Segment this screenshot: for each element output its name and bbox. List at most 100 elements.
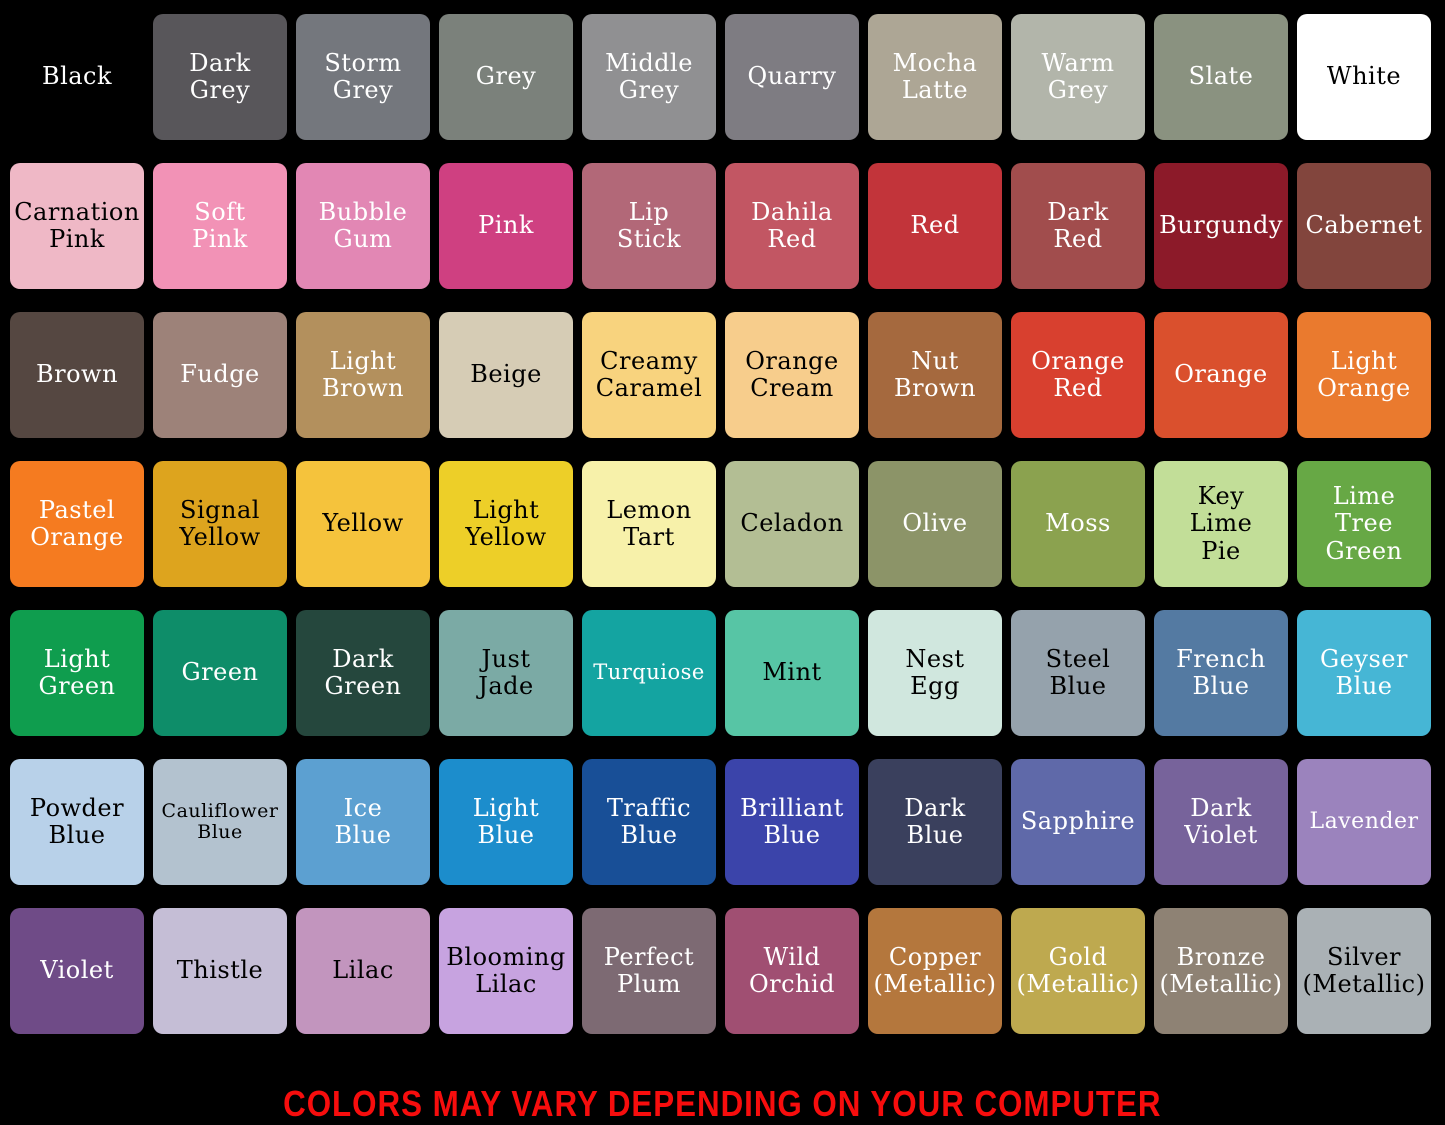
- swatch-label: Bubble Gum: [318, 197, 408, 253]
- color-swatch-moss: Moss: [1011, 461, 1145, 587]
- color-swatch-traffic-blue: Traffic Blue: [582, 759, 716, 885]
- swatch-label: Dark Blue: [904, 793, 966, 849]
- color-swatch-cabernet: Cabernet: [1297, 163, 1431, 289]
- footer-disclaimer: COLORS MAY VARY DEPENDING ON YOUR COMPUT…: [283, 1083, 1162, 1124]
- color-swatch-dark-green: Dark Green: [296, 610, 430, 736]
- color-swatch-warm-grey: Warm Grey: [1011, 14, 1145, 140]
- swatch-label: Dark Green: [324, 644, 402, 700]
- color-swatch-quarry: Quarry: [725, 14, 859, 140]
- color-swatch-brown: Brown: [10, 312, 144, 438]
- color-swatch-silver-metallic: Silver (Metallic): [1297, 908, 1431, 1034]
- swatch-label: Mocha Latte: [892, 48, 978, 104]
- color-swatch-grey: Grey: [439, 14, 573, 140]
- swatch-label: Yellow: [322, 509, 404, 538]
- color-swatch-storm-grey: Storm Grey: [296, 14, 430, 140]
- swatch-label: Copper (Metallic): [873, 942, 997, 998]
- swatch-label: Celadon: [740, 509, 844, 538]
- swatch-label: Key Lime Pie: [1189, 482, 1253, 565]
- color-swatch-french-blue: French Blue: [1154, 610, 1288, 736]
- color-swatch-lilac: Lilac: [296, 908, 430, 1034]
- swatch-label: Light Brown: [321, 346, 405, 402]
- color-swatch-lavender: Lavender: [1297, 759, 1431, 885]
- color-swatch-yellow: Yellow: [296, 461, 430, 587]
- swatch-label: Slate: [1188, 62, 1254, 91]
- swatch-label: Nest Egg: [905, 644, 965, 700]
- swatch-label: Light Green: [38, 644, 116, 700]
- swatch-label: Grey: [475, 62, 537, 91]
- swatch-label: Soft Pink: [192, 197, 248, 253]
- swatch-label: Burgundy: [1159, 211, 1283, 240]
- color-swatch-orange: Orange: [1154, 312, 1288, 438]
- swatch-label: Nut Brown: [893, 346, 977, 402]
- swatch-label: Cauliflower Blue: [161, 799, 279, 843]
- color-swatch-key-lime-pie: Key Lime Pie: [1154, 461, 1288, 587]
- color-swatch-gold-metallic: Gold (Metallic): [1011, 908, 1145, 1034]
- swatch-label: Thistle: [176, 956, 264, 985]
- swatch-label: Fudge: [180, 360, 260, 389]
- swatch-label: Olive: [902, 509, 968, 538]
- swatch-label: Powder Blue: [29, 793, 125, 849]
- swatch-label: Just Jade: [478, 644, 534, 700]
- swatch-label: Dark Red: [1047, 197, 1109, 253]
- swatch-label: Light Yellow: [465, 495, 547, 551]
- footer: COLORS MAY VARY DEPENDING ON YOUR COMPUT…: [0, 1083, 1445, 1124]
- swatch-label: Orange Red: [1031, 346, 1125, 402]
- color-swatch-mocha-latte: Mocha Latte: [868, 14, 1002, 140]
- color-swatch-lime-tree-green: Lime Tree Green: [1297, 461, 1431, 587]
- color-swatch-burgundy: Burgundy: [1154, 163, 1288, 289]
- color-swatch-carnation-pink: Carnation Pink: [10, 163, 144, 289]
- swatch-label: Dahila Red: [751, 197, 833, 253]
- swatch-label: Storm Grey: [324, 48, 402, 104]
- color-swatch-brilliant-blue: Brilliant Blue: [725, 759, 859, 885]
- swatch-label: Silver (Metallic): [1302, 942, 1426, 998]
- swatch-label: Traffic Blue: [606, 793, 692, 849]
- swatch-label: Violet: [40, 956, 114, 985]
- color-swatch-slate: Slate: [1154, 14, 1288, 140]
- swatch-label: Dark Grey: [189, 48, 251, 104]
- color-swatch-dark-grey: Dark Grey: [153, 14, 287, 140]
- swatch-label: Moss: [1045, 509, 1111, 538]
- color-swatch-ice-blue: Ice Blue: [296, 759, 430, 885]
- color-swatch-orange-red: Orange Red: [1011, 312, 1145, 438]
- swatch-label: Creamy Caramel: [595, 346, 703, 402]
- color-swatch-violet: Violet: [10, 908, 144, 1034]
- color-swatch-dahila-red: Dahila Red: [725, 163, 859, 289]
- color-swatch-creamy-caramel: Creamy Caramel: [582, 312, 716, 438]
- color-swatch-light-green: Light Green: [10, 610, 144, 736]
- swatch-label: Warm Grey: [1041, 48, 1115, 104]
- color-swatch-bubble-gum: Bubble Gum: [296, 163, 430, 289]
- color-swatch-pink: Pink: [439, 163, 573, 289]
- swatch-label: Black: [41, 62, 113, 91]
- color-swatch-sapphire: Sapphire: [1011, 759, 1145, 885]
- swatch-label: Gold (Metallic): [1016, 942, 1140, 998]
- color-swatch-geyser-blue: Geyser Blue: [1297, 610, 1431, 736]
- color-swatch-soft-pink: Soft Pink: [153, 163, 287, 289]
- color-swatch-dark-blue: Dark Blue: [868, 759, 1002, 885]
- color-swatch-fudge: Fudge: [153, 312, 287, 438]
- swatch-label: Brilliant Blue: [740, 793, 844, 849]
- swatch-label: Lip Stick: [616, 197, 682, 253]
- color-swatch-red: Red: [868, 163, 1002, 289]
- color-swatch-light-orange: Light Orange: [1297, 312, 1431, 438]
- swatch-label: Geyser Blue: [1320, 644, 1408, 700]
- color-swatch-blooming-lilac: Blooming Lilac: [439, 908, 573, 1034]
- color-swatch-thistle: Thistle: [153, 908, 287, 1034]
- color-swatch-celadon: Celadon: [725, 461, 859, 587]
- swatch-label: Light Orange: [1317, 346, 1411, 402]
- swatch-label: Sapphire: [1020, 807, 1136, 836]
- swatch-label: Lavender: [1309, 808, 1419, 834]
- swatch-label: White: [1326, 62, 1402, 91]
- swatch-label: Lime Tree Green: [1325, 482, 1403, 565]
- color-swatch-white: White: [1297, 14, 1431, 140]
- swatch-label: Cabernet: [1305, 211, 1423, 240]
- swatch-label: Steel Blue: [1045, 644, 1111, 700]
- swatch-label: Pastel Orange: [30, 495, 124, 551]
- swatch-label: Beige: [470, 360, 542, 389]
- color-swatch-orange-cream: Orange Cream: [725, 312, 859, 438]
- swatch-label: Wild Orchid: [748, 942, 836, 998]
- swatch-label: Brown: [35, 360, 119, 389]
- color-swatch-beige: Beige: [439, 312, 573, 438]
- color-chart-grid: Black Dark Grey Storm Grey Grey Middle Grey Q…: [10, 14, 1431, 1034]
- swatch-label: Light Blue: [472, 793, 540, 849]
- color-swatch-middle-grey: Middle Grey: [582, 14, 716, 140]
